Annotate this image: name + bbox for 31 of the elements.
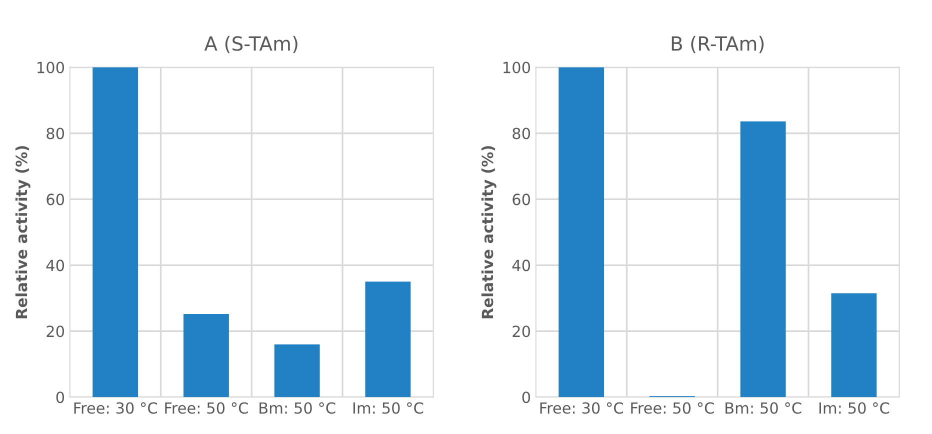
bar	[183, 314, 229, 398]
x-tick-label: Bm: 50 °C	[726, 402, 802, 414]
chart-title: B (R-TAm)	[672, 36, 764, 54]
bar	[831, 293, 877, 398]
x-tick-label: Free: 50 °C	[631, 402, 714, 414]
y-tick-label: 60	[46, 194, 64, 206]
x-tick-label: Free: 30 °C	[540, 402, 624, 414]
y-tick-label: 0	[522, 392, 530, 404]
y-tick-label: 100	[38, 62, 64, 74]
x-tick-label: Im: 50 °C	[353, 402, 424, 414]
y-tick-label: 20	[512, 326, 530, 338]
y-tick-label: 40	[512, 260, 530, 272]
bar	[365, 282, 411, 398]
bar	[92, 67, 138, 398]
y-axis-title: Relative activity (%)	[481, 146, 496, 318]
y-tick-label: 40	[46, 260, 64, 272]
bar	[274, 344, 320, 398]
x-tick-label: Bm: 50 °C	[260, 402, 336, 414]
x-tick-label: Im: 50 °C	[819, 402, 890, 414]
x-tick-label: Free: 30 °C	[74, 402, 158, 414]
bar	[558, 67, 604, 398]
y-tick-label: 20	[46, 326, 64, 338]
x-tick-label: Free: 50 °C	[165, 402, 248, 414]
y-tick-label: 60	[512, 194, 530, 206]
y-tick-label: 80	[46, 128, 64, 140]
chart-title: A (S-TAm)	[204, 36, 298, 54]
y-tick-label: 0	[56, 392, 64, 404]
y-tick-label: 100	[504, 62, 530, 74]
y-axis-title: Relative activity (%)	[15, 146, 30, 318]
bar	[740, 121, 786, 398]
y-tick-label: 80	[512, 128, 530, 140]
